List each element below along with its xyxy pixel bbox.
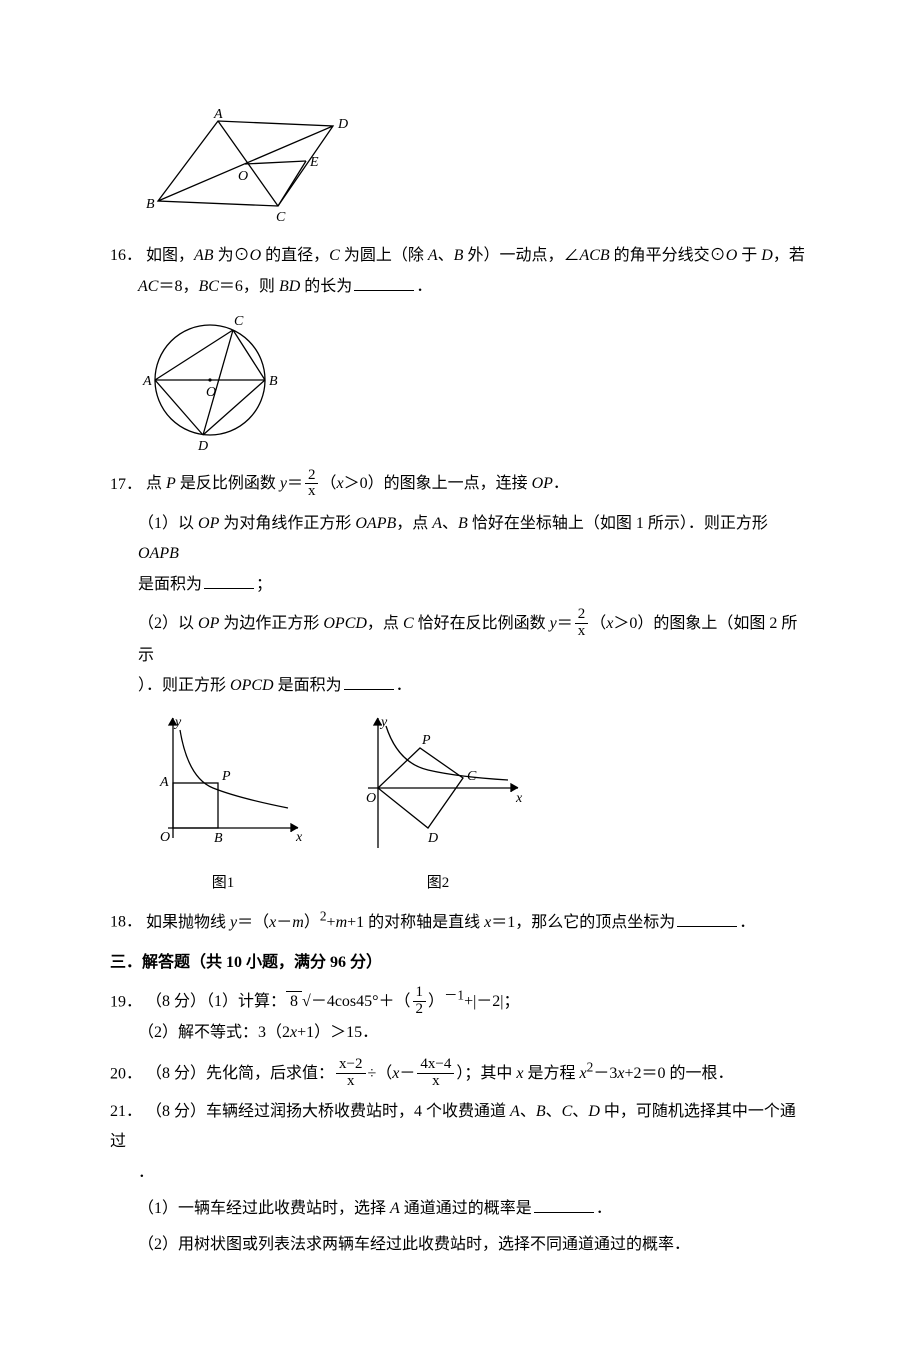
q16-blank [354, 274, 414, 291]
figure-q17-2: y x O P C D 图2 [348, 708, 528, 898]
label-C: C [234, 314, 244, 329]
q19-part2: （2）解不等式：3（2x+1）＞15． [110, 1018, 810, 1048]
label-x: x [515, 791, 523, 806]
q21-dot: ． [110, 1158, 810, 1188]
question-20: 20． （8 分）先化简，后求值：x−2x÷（x－4x−4x）；其中 x 是方程… [110, 1055, 810, 1091]
label-C: C [276, 210, 286, 225]
q16-line2: AC＝8，BC＝6，则 BD 的长为． [110, 272, 810, 302]
label-O: O [206, 385, 216, 400]
question-19: 19． （8 分）（1）计算： 8 √√8－4cos45°＋（12）－1+|－2… [110, 983, 810, 1049]
q17-text: 点 P 是反比例函数 y＝2x（x＞0）的图象上一点，连接 OP． [146, 475, 569, 492]
label-D: D [197, 439, 208, 453]
q18-text: 如果抛物线 y＝（x－m）2+m+1 的对称轴是直线 x＝1，那么它的顶点坐标为… [146, 914, 755, 931]
q17-blank2 [344, 673, 394, 690]
q20-text: （8 分）先化简，后求值：x−2x÷（x－4x−4x）；其中 x 是方程 x2－… [146, 1065, 733, 1082]
label-B: B [146, 197, 155, 212]
q19-text: （8 分）（1）计算： 8 √√8－4cos45°＋（12）－1+|－2|； [146, 993, 519, 1010]
fraction-x-2-over-x: x−2x [336, 1057, 365, 1090]
question-18: 18． 如果抛物线 y＝（x－m）2+m+1 的对称轴是直线 x＝1，那么它的顶… [110, 903, 810, 938]
q17-part1: （1）以 OP 为对角线作正方形 OAPB，点 A、B 恰好在坐标轴上（如图 1… [110, 509, 810, 570]
figure-q15: A B C D E O [138, 106, 810, 237]
figure-q17-1: y x O A B P 图1 [138, 708, 308, 898]
q17-number: 17． [110, 475, 142, 492]
fraction-4x-4-over-x: 4x−4x [417, 1057, 454, 1090]
q17-blank1 [204, 572, 254, 589]
q21-blank [534, 1196, 594, 1213]
figure-q17-pair: y x O A B P 图1 y x O P C D 图2 [138, 708, 810, 898]
q19-number: 19． [110, 993, 142, 1010]
q21-part1: （1）一辆车经过此收费站时，选择 A 通道通过的概率是． [110, 1194, 810, 1224]
label-P: P [421, 733, 431, 748]
label-P: P [221, 769, 231, 784]
q18-number: 18． [110, 914, 142, 931]
label-D: D [337, 117, 348, 132]
label-O: O [238, 169, 248, 184]
question-21: 21． （8 分）车辆经过润扬大桥收费站时，4 个收费通道 A、B、C、D 中，… [110, 1097, 810, 1261]
label-A: A [213, 107, 223, 122]
label-B: B [214, 831, 223, 846]
label-O: O [160, 830, 170, 845]
caption-fig1: 图1 [138, 869, 308, 898]
figure-q16: A B C D O [138, 308, 810, 464]
q17-part1-cont: 是面积为； [110, 570, 810, 600]
label-y: y [173, 715, 182, 730]
label-A: A [159, 775, 169, 790]
fraction-2-over-x-b: 2x [575, 607, 589, 640]
q21-number: 21． [110, 1103, 142, 1120]
q16-number: 16． [110, 247, 142, 264]
fraction-2-over-x: 2x [305, 468, 319, 501]
caption-fig2: 图2 [348, 869, 528, 898]
label-D: D [427, 831, 438, 846]
label-C: C [467, 769, 477, 784]
label-x: x [295, 830, 303, 845]
q21-text: （8 分）车辆经过润扬大桥收费站时，4 个收费通道 A、B、C、D 中，可随机选… [110, 1103, 796, 1150]
q20-number: 20． [110, 1065, 142, 1082]
q17-part2-cont: ）．则正方形 OPCD 是面积为． [110, 671, 810, 701]
diagram-circle-q16: A B C D O [138, 308, 293, 453]
q18-blank [677, 910, 737, 927]
section-3-title: 三．解答题（共 10 小题，满分 96 分） [110, 948, 810, 978]
q21-part2: （2）用树状图或列表法求两辆车经过此收费站时，选择不同通道通过的概率． [110, 1230, 810, 1260]
label-y: y [379, 715, 388, 730]
question-17: 17． 点 P 是反比例函数 y＝2x（x＞0）的图象上一点，连接 OP． （1… [110, 469, 810, 702]
fraction-1-over-2: 12 [413, 985, 427, 1018]
q17-part2: （2）以 OP 为边作正方形 OPCD，点 C 恰好在反比例函数 y＝2x（x＞… [110, 608, 810, 671]
label-A: A [142, 374, 152, 389]
label-O: O [366, 791, 376, 806]
label-B: B [269, 374, 278, 389]
diagram-parallelogram: A B C D E O [138, 106, 348, 226]
question-16: 16． 如图，AB 为⊙O 的直径，C 为圆上（除 A、B 外）一动点，∠ACB… [110, 241, 810, 302]
q16-text: 如图，AB 为⊙O 的直径，C 为圆上（除 A、B 外）一动点，∠ACB 的角平… [146, 247, 805, 264]
label-E: E [309, 155, 319, 170]
